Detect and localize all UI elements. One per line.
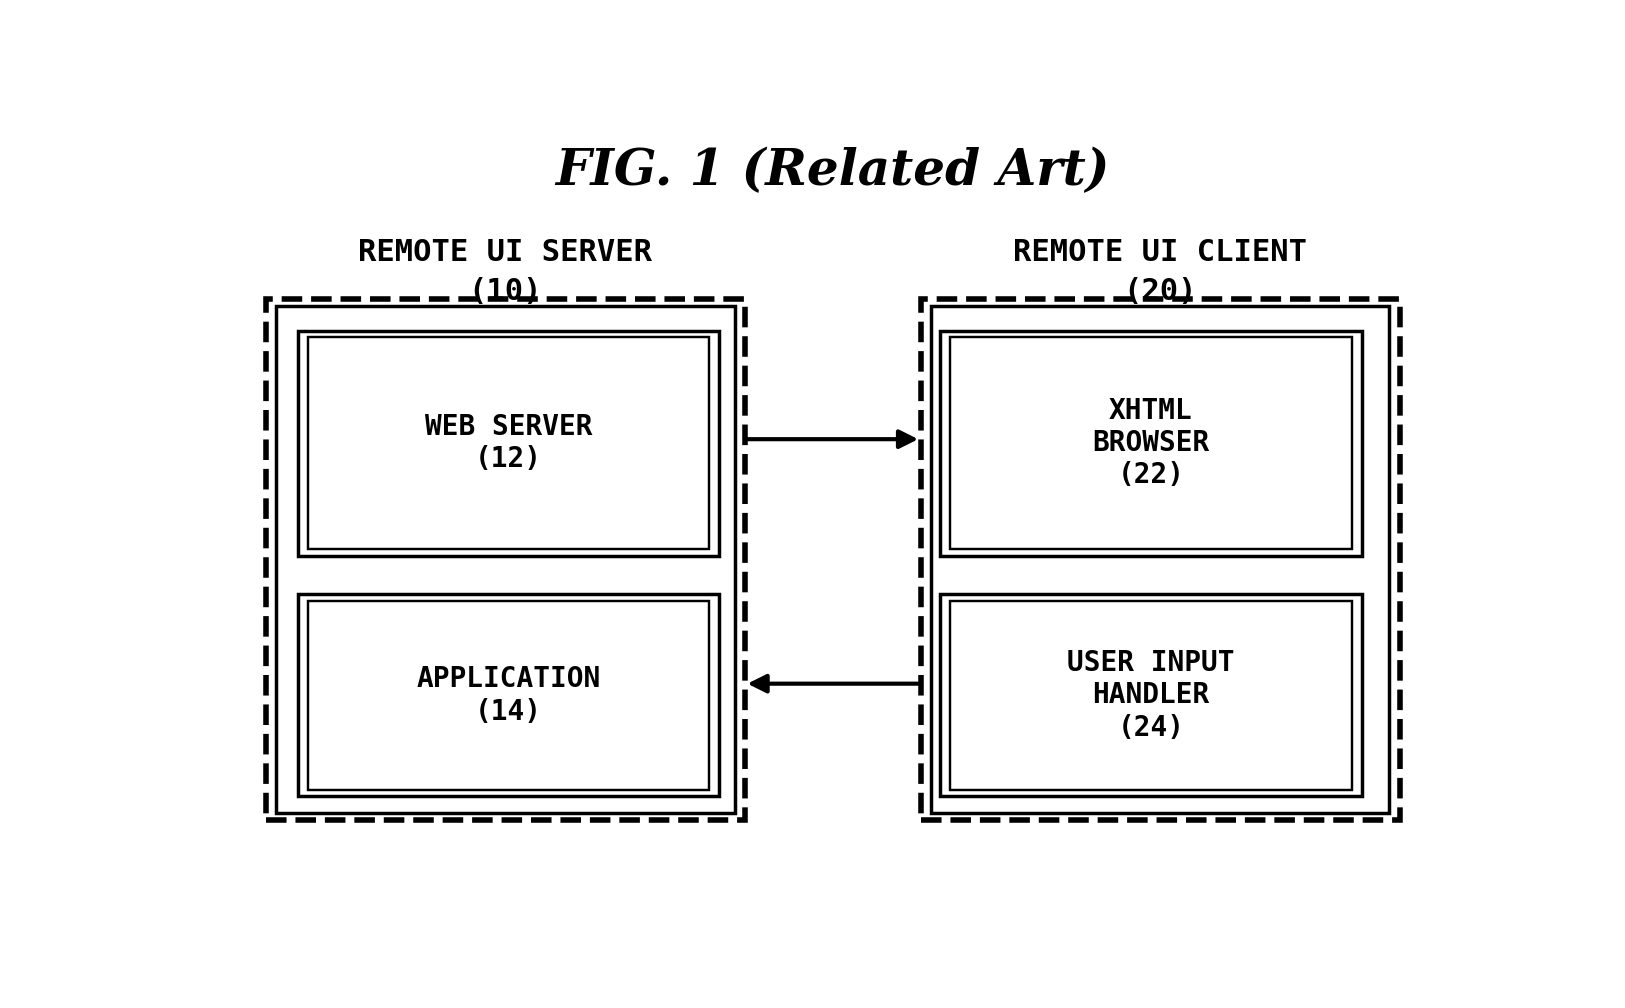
Bar — [951, 337, 1352, 549]
Text: USER INPUT
HANDLER
(24): USER INPUT HANDLER (24) — [1068, 649, 1235, 742]
Bar — [266, 299, 744, 820]
Bar — [297, 595, 720, 796]
Bar — [297, 331, 720, 555]
Text: WEB SERVER
(12): WEB SERVER (12) — [424, 413, 592, 474]
Bar — [939, 331, 1362, 555]
Text: XHTML
BROWSER
(22): XHTML BROWSER (22) — [1092, 397, 1209, 490]
Bar — [951, 601, 1352, 790]
Text: (10): (10) — [468, 277, 543, 306]
Bar — [307, 601, 710, 790]
Bar — [931, 305, 1389, 813]
Text: REMOTE UI CLIENT: REMOTE UI CLIENT — [1014, 239, 1306, 267]
Text: APPLICATION
(14): APPLICATION (14) — [416, 665, 601, 726]
Bar — [276, 305, 734, 813]
Text: FIG. 1 (Related Art): FIG. 1 (Related Art) — [556, 147, 1110, 196]
Bar — [939, 595, 1362, 796]
Bar — [307, 337, 710, 549]
Bar — [921, 299, 1399, 820]
Text: (20): (20) — [1123, 277, 1198, 306]
Text: REMOTE UI SERVER: REMOTE UI SERVER — [359, 239, 652, 267]
